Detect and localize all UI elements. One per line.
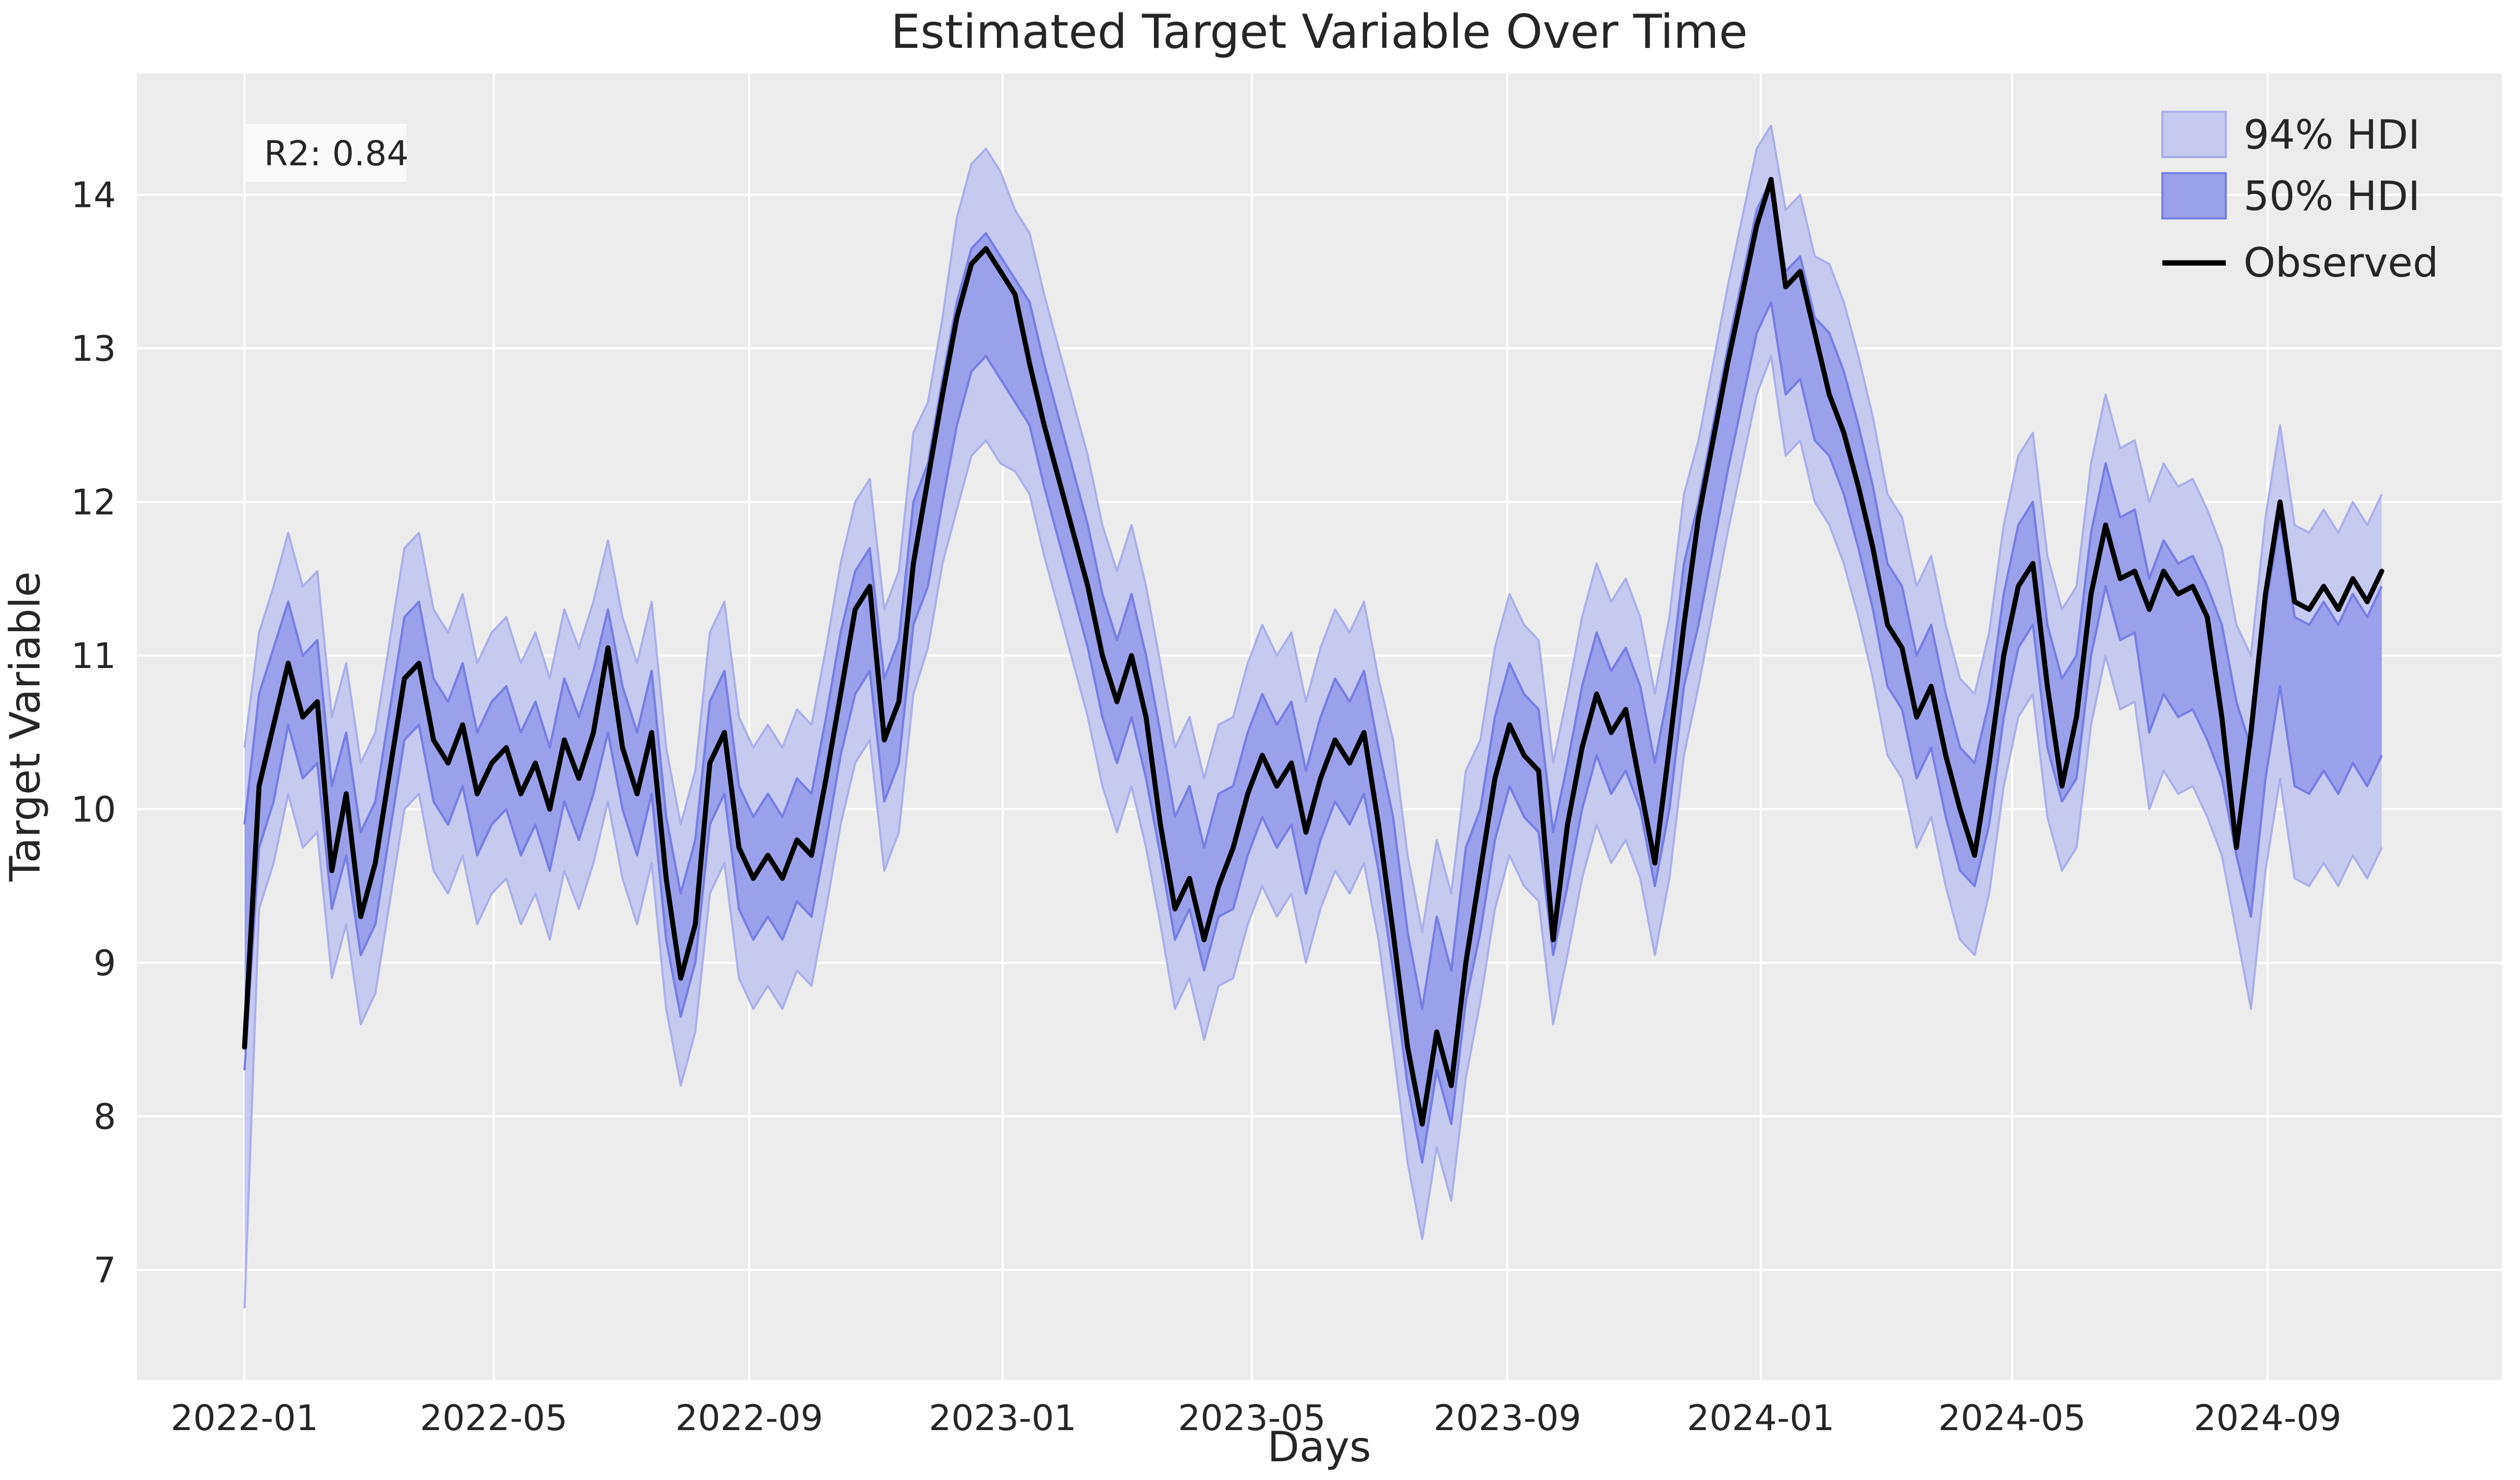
x-tick-label: 2023-01: [929, 1398, 1076, 1439]
y-tick-label: 8: [94, 1096, 116, 1137]
hdi50-band-upper-edge: [243, 178, 2383, 1010]
legend-swatch-50hdi: [2161, 172, 2227, 220]
x-tick-label: 2023-09: [1434, 1398, 1581, 1439]
chart-title: Estimated Target Variable Over Time: [891, 5, 1748, 59]
r2-annotation-text: R2: 0.84: [264, 134, 409, 174]
y-tick-label: 9: [94, 943, 116, 984]
x-tick-label: 2022-05: [420, 1398, 568, 1439]
r2-annotation-box: [244, 123, 407, 182]
y-axis-label: Target Variable: [1, 571, 49, 882]
x-tick-label: 2023-05: [1178, 1398, 1326, 1439]
legend-label-94hdi: 94% HDI: [2243, 112, 2420, 159]
hdi-bands: [243, 124, 2383, 1309]
hdi50-band-lower-edge: [243, 301, 2383, 1164]
y-tick-label: 14: [71, 175, 116, 216]
y-tick-labels: 7 8 9 10 11 12 13 14: [71, 175, 116, 1291]
hdi94-band-lower-edge: [243, 355, 2383, 1309]
y-tick-label: 10: [71, 790, 116, 831]
legend-swatch-94hdi: [2161, 111, 2227, 159]
x-axis-label: Days: [1267, 1423, 1371, 1471]
x-tick-label: 2022-09: [676, 1398, 823, 1439]
x-tick-label: 2024-09: [2194, 1398, 2342, 1439]
y-tick-label: 13: [71, 329, 116, 370]
legend-label-observed: Observed: [2243, 240, 2438, 286]
hdi94-band-upper-edge: [243, 124, 2383, 933]
y-tick-label: 11: [71, 636, 116, 677]
x-tick-label: 2022-01: [171, 1398, 318, 1439]
x-tick-labels: 2022-01 2022-05 2022-09 2023-01 2023-05 2023-…: [171, 1398, 2341, 1439]
hdi50-band-fill: [244, 179, 2382, 1163]
legend-label-50hdi: 50% HDI: [2243, 173, 2420, 220]
x-tick-label: 2024-01: [1687, 1398, 1835, 1439]
y-tick-label: 7: [94, 1250, 116, 1291]
y-tick-label: 12: [71, 482, 116, 523]
legend: 94% HDI 50% HDI Observed: [2161, 111, 2438, 286]
observed-line: [242, 177, 2384, 1127]
r2-annotation: R2: 0.84: [244, 123, 409, 182]
x-tick-label: 2024-05: [1938, 1398, 2086, 1439]
